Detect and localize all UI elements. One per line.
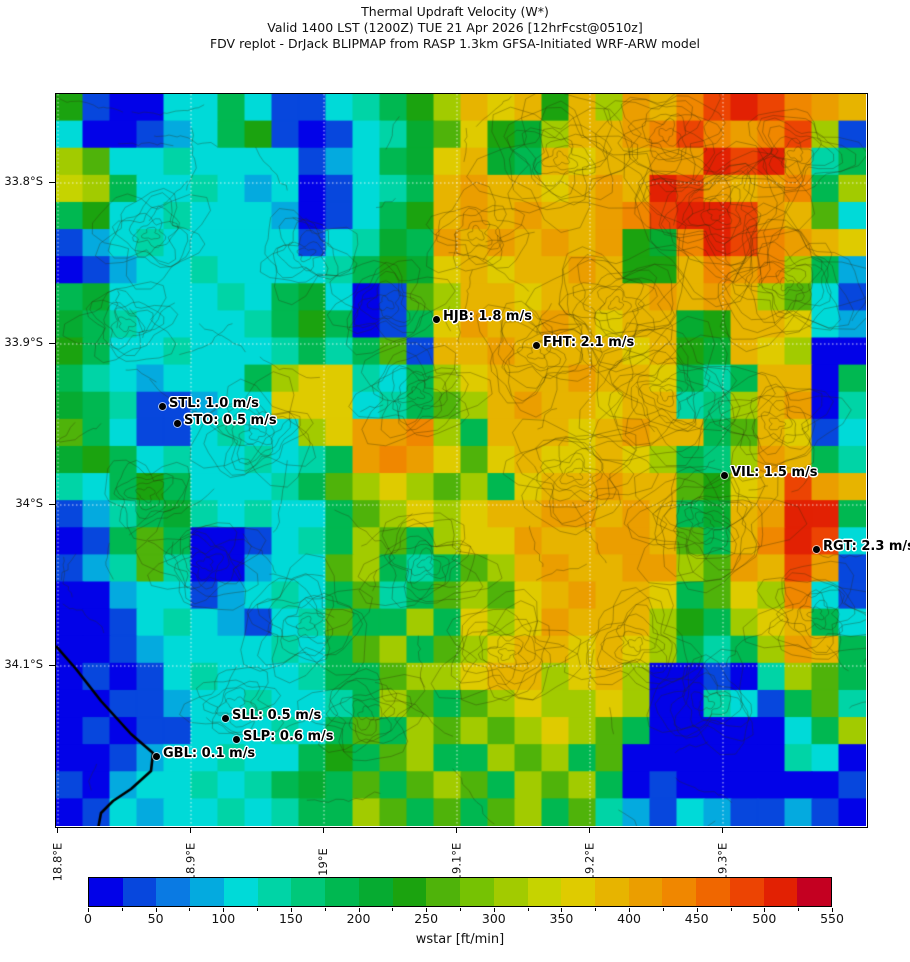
- station-dot-gbl: [152, 752, 160, 760]
- colorbar-segment-4: [223, 878, 258, 906]
- colorbar-minor-tick: [324, 908, 326, 911]
- chart-valid-time: Valid 1400 LST (1200Z) TUE 21 Apr 2026 […: [267, 20, 643, 35]
- colorbar-major-tick: [629, 908, 631, 912]
- colorbar-tick-label: 200: [346, 911, 371, 926]
- station-dot-rgt: [812, 545, 820, 553]
- colorbar-segment-14: [561, 878, 596, 906]
- colorbar-minor-tick: [798, 908, 800, 911]
- station-label-sll: SLL: 0.5 m/s: [232, 708, 322, 723]
- updraft-heatmap-canvas: [56, 94, 866, 826]
- colorbar-segment-0: [89, 878, 123, 906]
- colorbar-major-tick: [696, 908, 698, 912]
- colorbar-segment-5: [257, 878, 292, 906]
- station-dot-sll: [221, 714, 229, 722]
- y-axis-tickmark: [49, 182, 55, 183]
- y-axis-tick-label: 34°S: [15, 496, 43, 510]
- colorbar-major-tick: [832, 908, 833, 912]
- colorbar-tick-label: 0: [84, 911, 92, 926]
- x-axis-tickmark: [722, 827, 723, 833]
- colorbar-tick-label: 450: [684, 911, 709, 926]
- station-label-stl: STL: 1.0 m/s: [169, 396, 259, 411]
- colorbar-minor-tick: [527, 908, 529, 911]
- map-plot-area: HJB: 1.8 m/s FHT: 2.1 m/s STL: 1.0 m/s STO:…: [55, 93, 910, 828]
- x-axis-tick-label: 18.8°E: [50, 842, 64, 882]
- colorbar-minor-tick: [595, 908, 597, 911]
- colorbar-segment-19: [729, 878, 764, 906]
- colorbar-segment-10: [426, 878, 461, 906]
- colorbar-segment-12: [493, 878, 528, 906]
- station-dot-slp: [232, 735, 240, 743]
- colorbar-tick-label: 400: [617, 911, 641, 926]
- colorbar-major-tick: [290, 908, 292, 912]
- colorbar-major-tick: [561, 908, 563, 912]
- colorbar-tick-label: 300: [481, 911, 506, 926]
- colorbar-major-tick: [426, 908, 428, 912]
- x-axis-tickmark: [57, 827, 58, 833]
- colorbar-segment-11: [460, 878, 494, 906]
- colorbar-tick-label: 250: [414, 911, 439, 926]
- colorbar-tick-label: 150: [278, 911, 303, 926]
- colorbar-minor-tick: [189, 908, 191, 911]
- y-axis-tickmark: [49, 665, 55, 666]
- colorbar-segment-18: [696, 878, 730, 906]
- colorbar-tick-label: 550: [820, 911, 844, 926]
- x-axis-tickmark: [190, 827, 191, 833]
- colorbar-segment-13: [527, 878, 562, 906]
- chart-source-note: FDV replot - DrJack BLIPMAP from RASP 1.…: [209, 36, 701, 51]
- colorbar-segment-7: [325, 878, 359, 906]
- colorbar-segment-15: [595, 878, 629, 906]
- chart-title: Thermal Updraft Velocity (W*): [361, 4, 549, 19]
- station-label-slp: SLP: 0.6 m/s: [243, 729, 334, 744]
- colorbar-minor-tick: [257, 908, 259, 911]
- colorbar-segment-9: [392, 878, 427, 906]
- colorbar-segment-2: [156, 878, 191, 906]
- colorbar-segment-21: [797, 878, 832, 906]
- colorbar-minor-tick: [392, 908, 394, 911]
- colorbar-tick-label: 50: [147, 911, 164, 926]
- y-axis-tick-label: 34.1°S: [4, 657, 43, 671]
- station-dot-hjb: [432, 315, 440, 323]
- station-dot-fht: [532, 341, 540, 349]
- colorbar-major-tick: [155, 908, 157, 912]
- x-axis-tickmark: [589, 827, 590, 833]
- colorbar-tick-label: 100: [211, 911, 236, 926]
- station-dot-vil: [720, 471, 728, 479]
- y-axis-tickmark: [49, 504, 55, 505]
- colorbar-segment-16: [628, 878, 663, 906]
- y-axis-tick-label: 33.8°S: [4, 174, 43, 188]
- colorbar-segment-1: [122, 878, 157, 906]
- colorbar-segment-17: [662, 878, 697, 906]
- x-axis-tickmark: [456, 827, 457, 833]
- colorbar-segment-6: [291, 878, 326, 906]
- colorbar-tick-label: 350: [549, 911, 574, 926]
- station-label-rgt: RGT: 2.3 m/s: [823, 539, 910, 554]
- colorbar: [88, 877, 832, 907]
- station-dot-sto: [173, 419, 181, 427]
- colorbar-major-tick: [88, 908, 89, 912]
- colorbar-segment-3: [190, 878, 224, 906]
- colorbar-major-tick: [223, 908, 225, 912]
- colorbar-major-tick: [764, 908, 766, 912]
- station-dot-stl: [158, 402, 166, 410]
- station-label-gbl: GBL: 0.1 m/s: [163, 746, 256, 761]
- colorbar-tick-label: 500: [752, 911, 777, 926]
- y-axis-tickmark: [49, 343, 55, 344]
- colorbar-segment-8: [358, 878, 393, 906]
- colorbar-label: wstar [ft/min]: [415, 932, 505, 947]
- colorbar-segment-20: [763, 878, 798, 906]
- colorbar-major-tick: [358, 908, 360, 912]
- colorbar-minor-tick: [460, 908, 461, 911]
- title-block: Thermal Updraft Velocity (W*) Valid 1400…: [0, 4, 910, 52]
- colorbar-major-tick: [493, 908, 495, 912]
- station-label-sto: STO: 0.5 m/s: [184, 413, 277, 428]
- x-axis-tickmark: [323, 827, 324, 833]
- colorbar-minor-tick: [662, 908, 664, 911]
- station-label-vil: VIL: 1.5 m/s: [731, 465, 818, 480]
- station-label-fht: FHT: 2.1 m/s: [543, 335, 635, 350]
- y-axis-tick-label: 33.9°S: [4, 335, 43, 349]
- station-label-hjb: HJB: 1.8 m/s: [443, 309, 532, 324]
- colorbar-minor-tick: [121, 908, 123, 911]
- colorbar-minor-tick: [730, 908, 732, 911]
